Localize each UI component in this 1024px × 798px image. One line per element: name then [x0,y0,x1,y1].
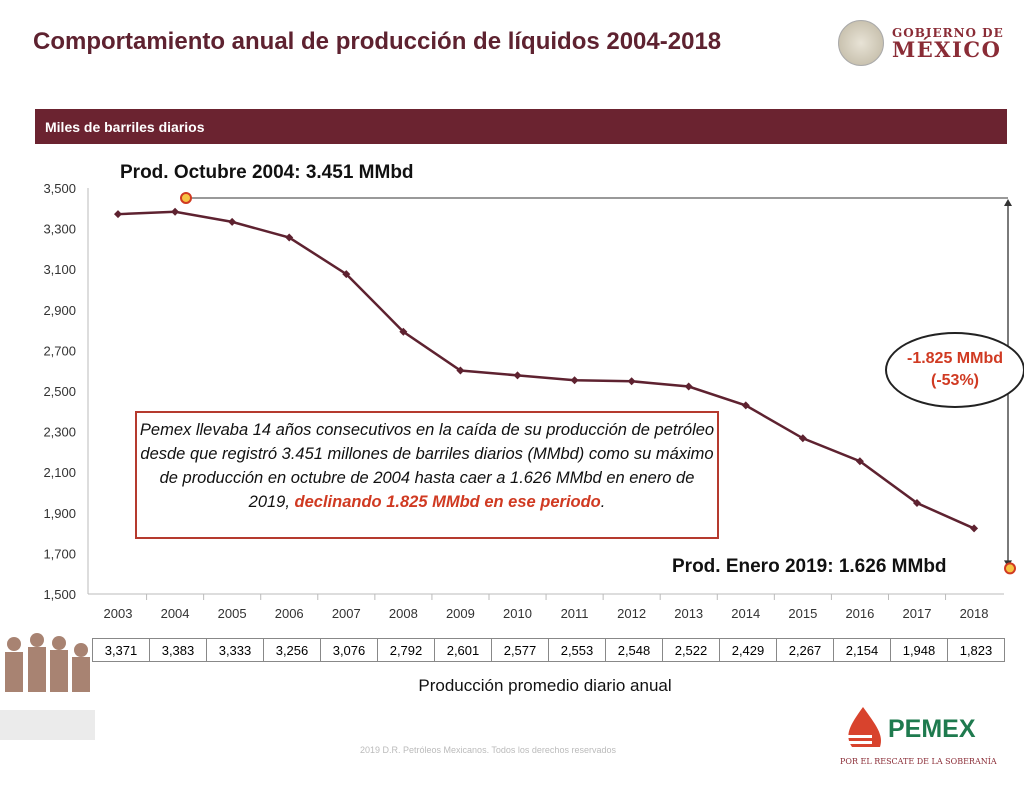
pemex-tagline: POR EL RESCATE DE LA SOBERANÍA [840,757,997,766]
x-tick-label: 2011 [561,606,589,621]
x-tick-label: 2008 [389,606,418,621]
x-tick-label: 2016 [845,606,874,621]
table-cell: 1,948 [890,638,948,662]
x-tick-label: 2007 [332,606,361,621]
page-title: Comportamiento anual de producción de lí… [33,28,722,55]
data-point [513,371,522,380]
summary-text-segment: , [285,493,295,511]
series-line [117,210,975,530]
data-point [228,217,237,226]
x-tick-label: 2012 [617,606,646,621]
table-cell: 2,553 [548,638,606,662]
y-tick-label: 1,700 [43,546,76,561]
table-cell: 2,429 [719,638,777,662]
table-cell: 1,823 [947,638,1005,662]
x-tick-label: 2004 [161,606,190,621]
summary-text-segment: Pemex llevaba 14 años consecutivos en la… [139,421,715,463]
data-point [399,327,408,336]
y-tick-label: 2,700 [43,343,76,358]
y-tick-label: 3,500 [43,181,76,196]
table-cell: 3,333 [206,638,264,662]
summary-text-segment: 3.451 millones de barriles diarios (MMbd… [281,445,585,463]
summary-text-segment: 1.626 MMbd en enero de 2019 [248,469,695,511]
data-table: 3,371 3,383 3,333 3,256 3,076 2,792 2,601 2,577… [92,638,1005,662]
data-point [970,524,979,533]
x-tick-label: 2014 [731,606,760,621]
decline-amount: -1.825 MMbd [906,350,1003,367]
y-tick-label: 1,500 [43,587,76,602]
x-tick-label: 2017 [903,606,932,621]
arrow-head-up [1004,198,1012,206]
data-point [342,270,351,279]
heroes-logo [0,622,100,742]
table-cell: 2,548 [605,638,663,662]
gobierno-logo: GOBIERNO DE MÉXICO [838,20,1004,66]
x-tick-label: 2009 [446,606,475,621]
national-seal-icon [838,20,884,66]
table-cell: 3,076 [320,638,378,662]
table-cell: 3,371 [92,638,150,662]
x-tick-label: 2010 [503,606,532,621]
y-tick-label: 3,300 [43,222,76,237]
data-point [798,434,807,443]
copyright: 2019 D.R. Petróleos Mexicanos. Todos los… [360,745,616,755]
pemex-wordmark: PEMEX [888,715,976,743]
y-tick-label: 2,500 [43,384,76,399]
summary-text-segment: hasta caer a [410,469,511,487]
data-point [912,499,921,508]
summary-text-segment: como su máximo de producción [159,445,714,487]
summary-text-segment: declinando 1.825 MMbd en ese periodo [294,493,601,511]
x-tick-label: 2005 [218,606,247,621]
table-cell: 2,267 [776,638,834,662]
x-axis-title: Producción promedio diario anual [418,676,672,695]
peak-marker [180,191,192,204]
summary-text-segment: . [600,493,606,511]
unit-band: Miles de barriles diarios [35,109,1007,144]
y-tick-label: 2,900 [43,303,76,318]
y-tick-label: 2,300 [43,425,76,440]
gov-line2: MÉXICO [892,36,1002,62]
latest-marker [1004,562,1016,575]
table-cell: 2,601 [434,638,492,662]
data-point [456,366,465,375]
y-tick-label: 3,100 [43,262,76,277]
data-point [741,401,750,410]
data-point [855,457,864,466]
data-point [171,207,180,216]
table-cell: 3,256 [263,638,321,662]
x-tick-label: 2015 [788,606,817,621]
decline-ellipse: -1.825 MMbd (-53%) [885,332,1024,408]
data-point [570,376,579,385]
decline-percent: (-53%) [930,372,979,389]
table-cell: 2,522 [662,638,720,662]
table-cell: 2,154 [833,638,891,662]
x-tick-label: 2003 [104,606,133,621]
data-point [114,210,122,219]
peak-annotation: Prod. Octubre 2004: 3.451 MMbd [120,162,414,183]
summary-text-segment: en octubre de 2004 [267,469,411,487]
table-cell: 2,792 [377,638,435,662]
table-cell: 2,577 [491,638,549,662]
x-tick-label: 2018 [960,606,989,621]
table-cell: 3,383 [149,638,207,662]
latest-annotation: Prod. Enero 2019: 1.626 MMbd [672,556,947,577]
gov-line1: GOBIERNO DE [892,25,1004,40]
y-tick-label: 1,900 [43,506,76,521]
summary-textbox: Pemex llevaba 14 años consecutivos en la… [135,411,719,539]
y-tick-label: 2,100 [43,465,76,480]
x-tick-label: 2006 [275,606,304,621]
x-tick-label: 2013 [674,606,703,621]
data-point [684,382,693,391]
data-point [627,377,636,386]
data-point [285,233,294,242]
